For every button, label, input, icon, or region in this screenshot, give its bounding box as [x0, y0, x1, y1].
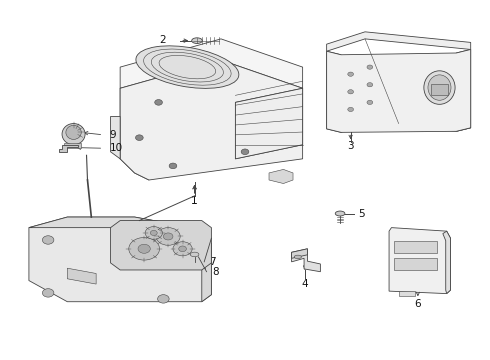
Ellipse shape: [66, 125, 81, 139]
Text: 8: 8: [212, 267, 219, 278]
Polygon shape: [399, 291, 416, 296]
Circle shape: [42, 236, 54, 244]
Bar: [394, 241, 437, 253]
Polygon shape: [120, 39, 303, 88]
Text: 10: 10: [110, 143, 122, 153]
Text: 5: 5: [358, 208, 365, 219]
Circle shape: [42, 289, 54, 297]
Polygon shape: [456, 49, 471, 131]
Circle shape: [173, 242, 192, 256]
Polygon shape: [235, 88, 303, 159]
Circle shape: [348, 72, 353, 76]
Ellipse shape: [62, 123, 85, 145]
Ellipse shape: [190, 252, 199, 257]
Circle shape: [167, 232, 179, 241]
Polygon shape: [120, 88, 149, 180]
Polygon shape: [192, 228, 211, 302]
Text: 4: 4: [302, 279, 308, 289]
Circle shape: [367, 83, 373, 87]
Circle shape: [145, 226, 162, 239]
Circle shape: [136, 135, 143, 140]
Polygon shape: [67, 268, 96, 284]
Text: 3: 3: [347, 141, 354, 152]
Circle shape: [155, 100, 162, 105]
Polygon shape: [59, 145, 78, 152]
Text: 2: 2: [159, 35, 166, 45]
Polygon shape: [443, 231, 450, 294]
Circle shape: [348, 90, 353, 94]
Ellipse shape: [294, 255, 301, 259]
Circle shape: [129, 238, 160, 260]
Ellipse shape: [136, 46, 239, 88]
Polygon shape: [111, 221, 211, 270]
Circle shape: [348, 107, 353, 112]
Polygon shape: [235, 88, 303, 159]
Circle shape: [241, 149, 249, 154]
Circle shape: [156, 228, 180, 245]
Bar: [394, 258, 437, 270]
Circle shape: [138, 244, 150, 253]
Ellipse shape: [424, 71, 455, 104]
Text: 9: 9: [110, 130, 116, 140]
Polygon shape: [389, 228, 450, 294]
Polygon shape: [341, 117, 471, 132]
Circle shape: [150, 230, 157, 235]
Circle shape: [367, 65, 373, 69]
Polygon shape: [327, 51, 341, 132]
Text: 6: 6: [415, 299, 421, 309]
Polygon shape: [292, 249, 320, 272]
Text: 1: 1: [191, 196, 198, 206]
Polygon shape: [269, 170, 293, 184]
Ellipse shape: [192, 38, 202, 44]
Polygon shape: [29, 217, 211, 302]
Circle shape: [367, 100, 373, 104]
Bar: [431, 84, 448, 95]
Polygon shape: [64, 143, 81, 148]
Polygon shape: [111, 117, 120, 159]
Circle shape: [179, 246, 186, 252]
Text: 7: 7: [209, 257, 216, 267]
Ellipse shape: [428, 75, 451, 100]
Circle shape: [169, 163, 177, 169]
Circle shape: [163, 233, 173, 240]
Polygon shape: [327, 32, 471, 51]
Circle shape: [158, 294, 169, 303]
Polygon shape: [327, 49, 471, 132]
Polygon shape: [120, 60, 303, 180]
Ellipse shape: [335, 211, 345, 216]
Polygon shape: [292, 249, 307, 258]
Text: 1: 1: [191, 196, 198, 206]
Polygon shape: [29, 217, 202, 238]
